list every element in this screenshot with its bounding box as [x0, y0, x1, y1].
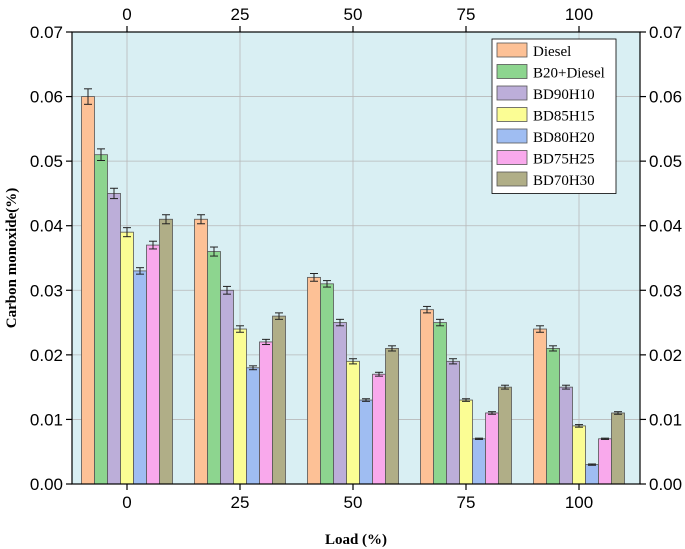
legend-swatch	[496, 42, 528, 58]
legend-label: BD75H25	[533, 152, 595, 168]
bar	[385, 347, 399, 485]
bar	[146, 244, 160, 485]
bar	[546, 347, 560, 485]
bar	[598, 438, 612, 485]
bar	[498, 386, 512, 485]
legend-label: Diesel	[533, 44, 571, 60]
y-tick-label-left: 0.03	[30, 281, 63, 300]
y-axis-title: Carbon monoxide(%)	[4, 188, 20, 328]
bar	[307, 276, 321, 485]
y-tick-label-right: 0.07	[649, 23, 682, 42]
legend-label: BD80H20	[533, 130, 595, 146]
y-tick-label-left: 0.05	[30, 152, 63, 171]
bar	[359, 399, 373, 485]
bar	[446, 360, 460, 485]
x-axis-title: Load (%)	[325, 532, 387, 548]
bar	[420, 309, 434, 485]
y-tick-label-left: 0.06	[30, 88, 63, 107]
y-tick-label-left: 0.07	[30, 23, 63, 42]
y-tick-label-left: 0.02	[30, 346, 63, 365]
x-tick-label-top: 50	[344, 5, 363, 24]
bar	[611, 412, 625, 485]
y-tick-label-left: 0.00	[30, 475, 63, 494]
y-tick-label-right: 0.04	[649, 217, 682, 236]
bar	[120, 231, 134, 485]
bar	[585, 464, 599, 485]
x-tick-label-top: 75	[457, 5, 476, 24]
bars	[81, 88, 625, 485]
legend-label: BD90H10	[533, 87, 595, 103]
legend-swatch	[496, 85, 528, 101]
legend-label: B20+Diesel	[533, 66, 605, 82]
bar	[485, 412, 499, 485]
bar	[559, 386, 573, 485]
legend-swatch	[496, 107, 528, 122]
y-tick-label-right: 0.00	[649, 475, 682, 494]
bar	[572, 425, 586, 485]
bar	[159, 218, 173, 485]
x-tick-label-bottom: 100	[565, 493, 593, 512]
y-tick-label-right: 0.01	[649, 410, 682, 429]
x-tick-label-top: 0	[122, 5, 131, 24]
bar	[133, 270, 147, 485]
x-tick-label-bottom: 75	[457, 493, 476, 512]
legend-swatch	[496, 171, 528, 187]
y-tick-label-left: 0.04	[30, 217, 63, 236]
legend-label: BD85H15	[533, 109, 595, 125]
x-tick-label-bottom: 0	[122, 493, 131, 512]
bar	[94, 154, 108, 485]
x-tick-label-bottom: 25	[231, 493, 250, 512]
bar	[220, 289, 234, 485]
bar	[107, 193, 121, 485]
bar	[246, 367, 260, 485]
y-tick-label-right: 0.02	[649, 346, 682, 365]
bar	[459, 399, 473, 485]
x-tick-label-top: 25	[231, 5, 250, 24]
bar	[433, 322, 447, 485]
bar	[346, 360, 360, 485]
legend-label: BD70H30	[533, 173, 595, 189]
bar	[320, 283, 334, 485]
y-tick-label-right: 0.06	[649, 88, 682, 107]
bar	[533, 328, 547, 485]
bar	[207, 251, 221, 485]
y-tick-label-right: 0.03	[649, 281, 682, 300]
x-tick-label-top: 100	[565, 5, 593, 24]
legend-swatch	[496, 64, 528, 79]
bar	[81, 96, 95, 485]
bar	[233, 328, 247, 485]
x-tick-label-bottom: 50	[344, 493, 363, 512]
bar	[194, 218, 208, 485]
y-tick-label-left: 0.01	[30, 410, 63, 429]
y-tick-label-right: 0.05	[649, 152, 682, 171]
legend-swatch	[496, 128, 528, 144]
axes: 0.00 0.00 0.01 0.01 0.02 0.02 0.03 0.03 0.04 0.04…	[30, 5, 682, 512]
bar	[272, 315, 286, 485]
legend: Diesel B20+Diesel BD90H10 BD85H15 BD80H20 BD7…	[491, 38, 617, 194]
legend-swatch	[496, 150, 528, 165]
bar	[472, 438, 486, 485]
bar	[259, 341, 273, 485]
plot-frame	[71, 31, 641, 485]
bar	[333, 322, 347, 485]
bar	[372, 373, 386, 485]
